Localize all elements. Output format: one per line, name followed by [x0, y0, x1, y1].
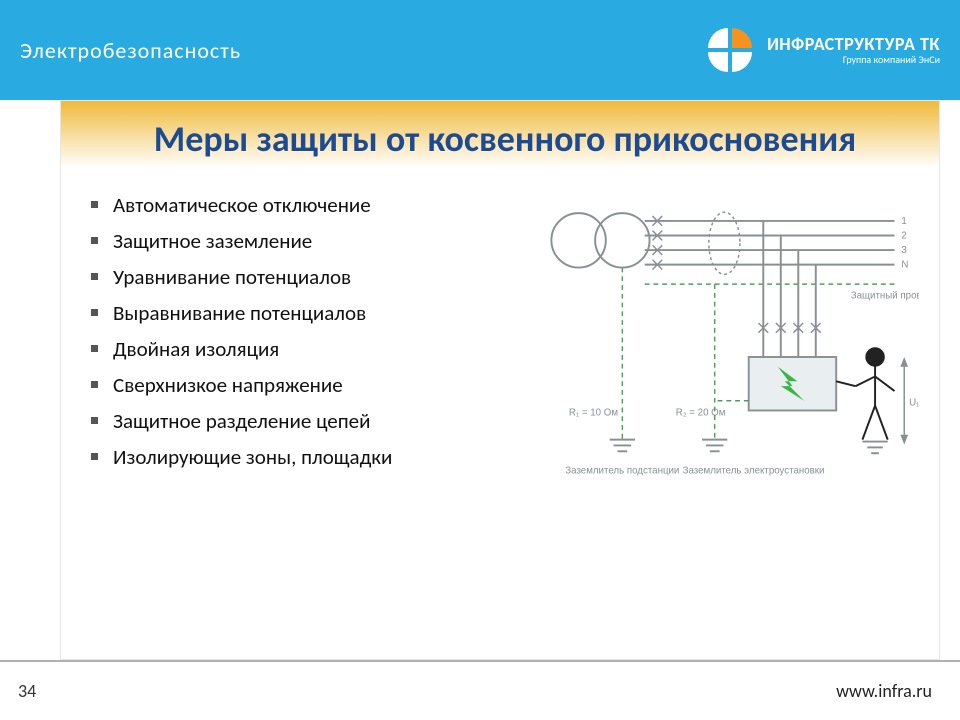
- page-number: 34: [18, 680, 36, 702]
- slide-content: Меры защиты от косвенного прикосновения …: [60, 100, 940, 660]
- footer: 34 www.infra.ru: [0, 660, 960, 720]
- logo-icon: [705, 25, 755, 75]
- protective-conductor-label: Защитный проводник: [851, 291, 919, 302]
- svg-text:R₂ = 20 Ом: R₂ = 20 Ом: [676, 408, 726, 419]
- svg-text:U₁: U₁: [909, 398, 919, 409]
- bullet-list: Автоматическое отключение Защитное зазем…: [91, 182, 512, 532]
- svg-text:R₁ = 10 Ом: R₁ = 10 Ом: [569, 408, 618, 419]
- list-item: Уравнивание потенциалов: [91, 264, 512, 290]
- logo-sub-text: Группа компаний ЭнСи: [767, 55, 940, 65]
- list-item: Изолирующие зоны, площадки: [91, 444, 512, 470]
- slide-title: Меры защиты от косвенного прикосновения: [91, 119, 919, 160]
- logo-main-text: ИНФРАСТРУКТУРА ТК: [767, 35, 940, 53]
- svg-text:Заземлитель подстанции: Заземлитель подстанции: [565, 466, 679, 477]
- list-item: Защитное разделение цепей: [91, 408, 512, 434]
- list-item: Выравнивание потенциалов: [91, 300, 512, 326]
- circuit-diagram: 1 2 3 N Защитный проводник: [530, 182, 919, 532]
- header-bar: Электробезопасность ИНФРАСТРУКТУРА ТК Гр…: [0, 0, 960, 100]
- header-title: Электробезопасность: [20, 37, 241, 64]
- footer-url: www.infra.ru: [836, 680, 932, 702]
- list-item: Защитное заземление: [91, 228, 512, 254]
- svg-text:N: N: [902, 260, 909, 271]
- svg-text:Заземлитель электроустановки: Заземлитель электроустановки: [683, 466, 825, 477]
- logo: ИНФРАСТРУКТУРА ТК Группа компаний ЭнСи: [705, 25, 940, 75]
- list-item: Двойная изоляция: [91, 336, 512, 362]
- svg-text:2: 2: [902, 231, 907, 242]
- list-item: Автоматическое отключение: [91, 192, 512, 218]
- list-item: Сверхнизкое напряжение: [91, 372, 512, 398]
- svg-text:3: 3: [902, 245, 907, 256]
- svg-text:1: 1: [902, 216, 907, 227]
